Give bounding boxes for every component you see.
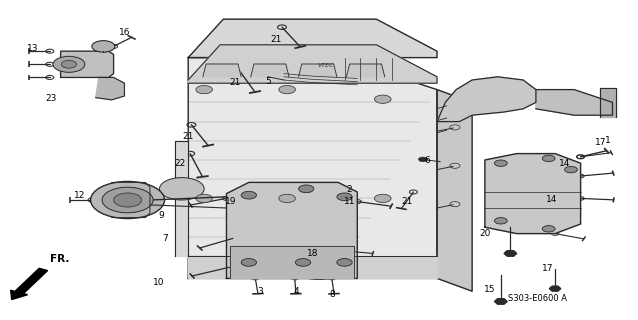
Text: 21: 21 <box>229 78 241 87</box>
Polygon shape <box>549 286 561 291</box>
Circle shape <box>92 41 115 52</box>
Circle shape <box>196 194 212 203</box>
Circle shape <box>295 259 311 266</box>
Polygon shape <box>188 19 437 58</box>
Text: 20: 20 <box>479 229 491 238</box>
Circle shape <box>279 85 295 94</box>
Circle shape <box>375 194 391 203</box>
Text: 13: 13 <box>27 44 39 53</box>
Polygon shape <box>346 64 385 77</box>
Circle shape <box>299 185 314 193</box>
Text: 22: 22 <box>174 159 186 168</box>
Text: 23: 23 <box>45 94 57 103</box>
Circle shape <box>311 260 327 268</box>
Circle shape <box>300 254 338 274</box>
Polygon shape <box>437 90 472 291</box>
Circle shape <box>494 218 507 224</box>
Text: 6: 6 <box>424 156 431 164</box>
Polygon shape <box>251 64 289 77</box>
Circle shape <box>279 194 295 203</box>
Circle shape <box>565 166 577 173</box>
Circle shape <box>160 178 204 200</box>
Polygon shape <box>600 88 616 117</box>
Circle shape <box>288 249 350 279</box>
Text: 17: 17 <box>595 138 607 147</box>
Polygon shape <box>203 64 241 77</box>
Circle shape <box>53 56 85 72</box>
Polygon shape <box>494 299 507 304</box>
Polygon shape <box>188 256 437 278</box>
Polygon shape <box>230 246 354 278</box>
Text: 4: 4 <box>294 287 299 296</box>
Text: 1: 1 <box>604 136 611 145</box>
Text: 3: 3 <box>257 287 263 296</box>
Text: VTEC: VTEC <box>317 63 334 68</box>
Text: 21: 21 <box>182 132 194 141</box>
Polygon shape <box>96 77 124 100</box>
Circle shape <box>61 60 77 68</box>
Text: 8: 8 <box>329 290 335 299</box>
Text: 17: 17 <box>542 264 553 273</box>
Circle shape <box>419 157 427 162</box>
Circle shape <box>241 191 256 199</box>
Text: FR.: FR. <box>50 254 69 264</box>
Polygon shape <box>226 182 357 278</box>
FancyArrow shape <box>11 268 48 300</box>
Text: 16: 16 <box>119 28 130 36</box>
Text: 2: 2 <box>347 185 352 194</box>
Text: S303-E0600 A: S303-E0600 A <box>508 294 567 303</box>
Text: 10: 10 <box>152 278 164 287</box>
Text: 12: 12 <box>74 191 85 200</box>
Text: 11: 11 <box>344 197 355 206</box>
Polygon shape <box>61 51 114 77</box>
Circle shape <box>494 160 507 166</box>
Text: 18: 18 <box>307 249 318 258</box>
Circle shape <box>241 259 256 266</box>
Circle shape <box>337 193 352 201</box>
Polygon shape <box>485 154 581 234</box>
Circle shape <box>337 259 352 266</box>
Text: 9: 9 <box>158 212 164 220</box>
Circle shape <box>542 155 555 162</box>
Polygon shape <box>299 64 337 77</box>
Text: 19: 19 <box>225 197 237 206</box>
Polygon shape <box>504 251 517 256</box>
Text: 5: 5 <box>265 77 271 86</box>
Text: 15: 15 <box>484 285 496 294</box>
Text: 21: 21 <box>270 35 281 44</box>
Polygon shape <box>536 90 612 115</box>
Polygon shape <box>437 77 536 122</box>
Text: 7: 7 <box>161 234 168 243</box>
Circle shape <box>114 193 142 207</box>
Polygon shape <box>188 58 437 278</box>
Circle shape <box>91 181 165 219</box>
Circle shape <box>542 226 555 232</box>
Circle shape <box>102 187 153 213</box>
Polygon shape <box>188 45 437 83</box>
Text: 21: 21 <box>401 197 413 206</box>
Text: 14: 14 <box>546 195 558 204</box>
Polygon shape <box>175 141 188 256</box>
Circle shape <box>196 85 212 94</box>
Circle shape <box>375 95 391 103</box>
Text: 14: 14 <box>559 159 570 168</box>
